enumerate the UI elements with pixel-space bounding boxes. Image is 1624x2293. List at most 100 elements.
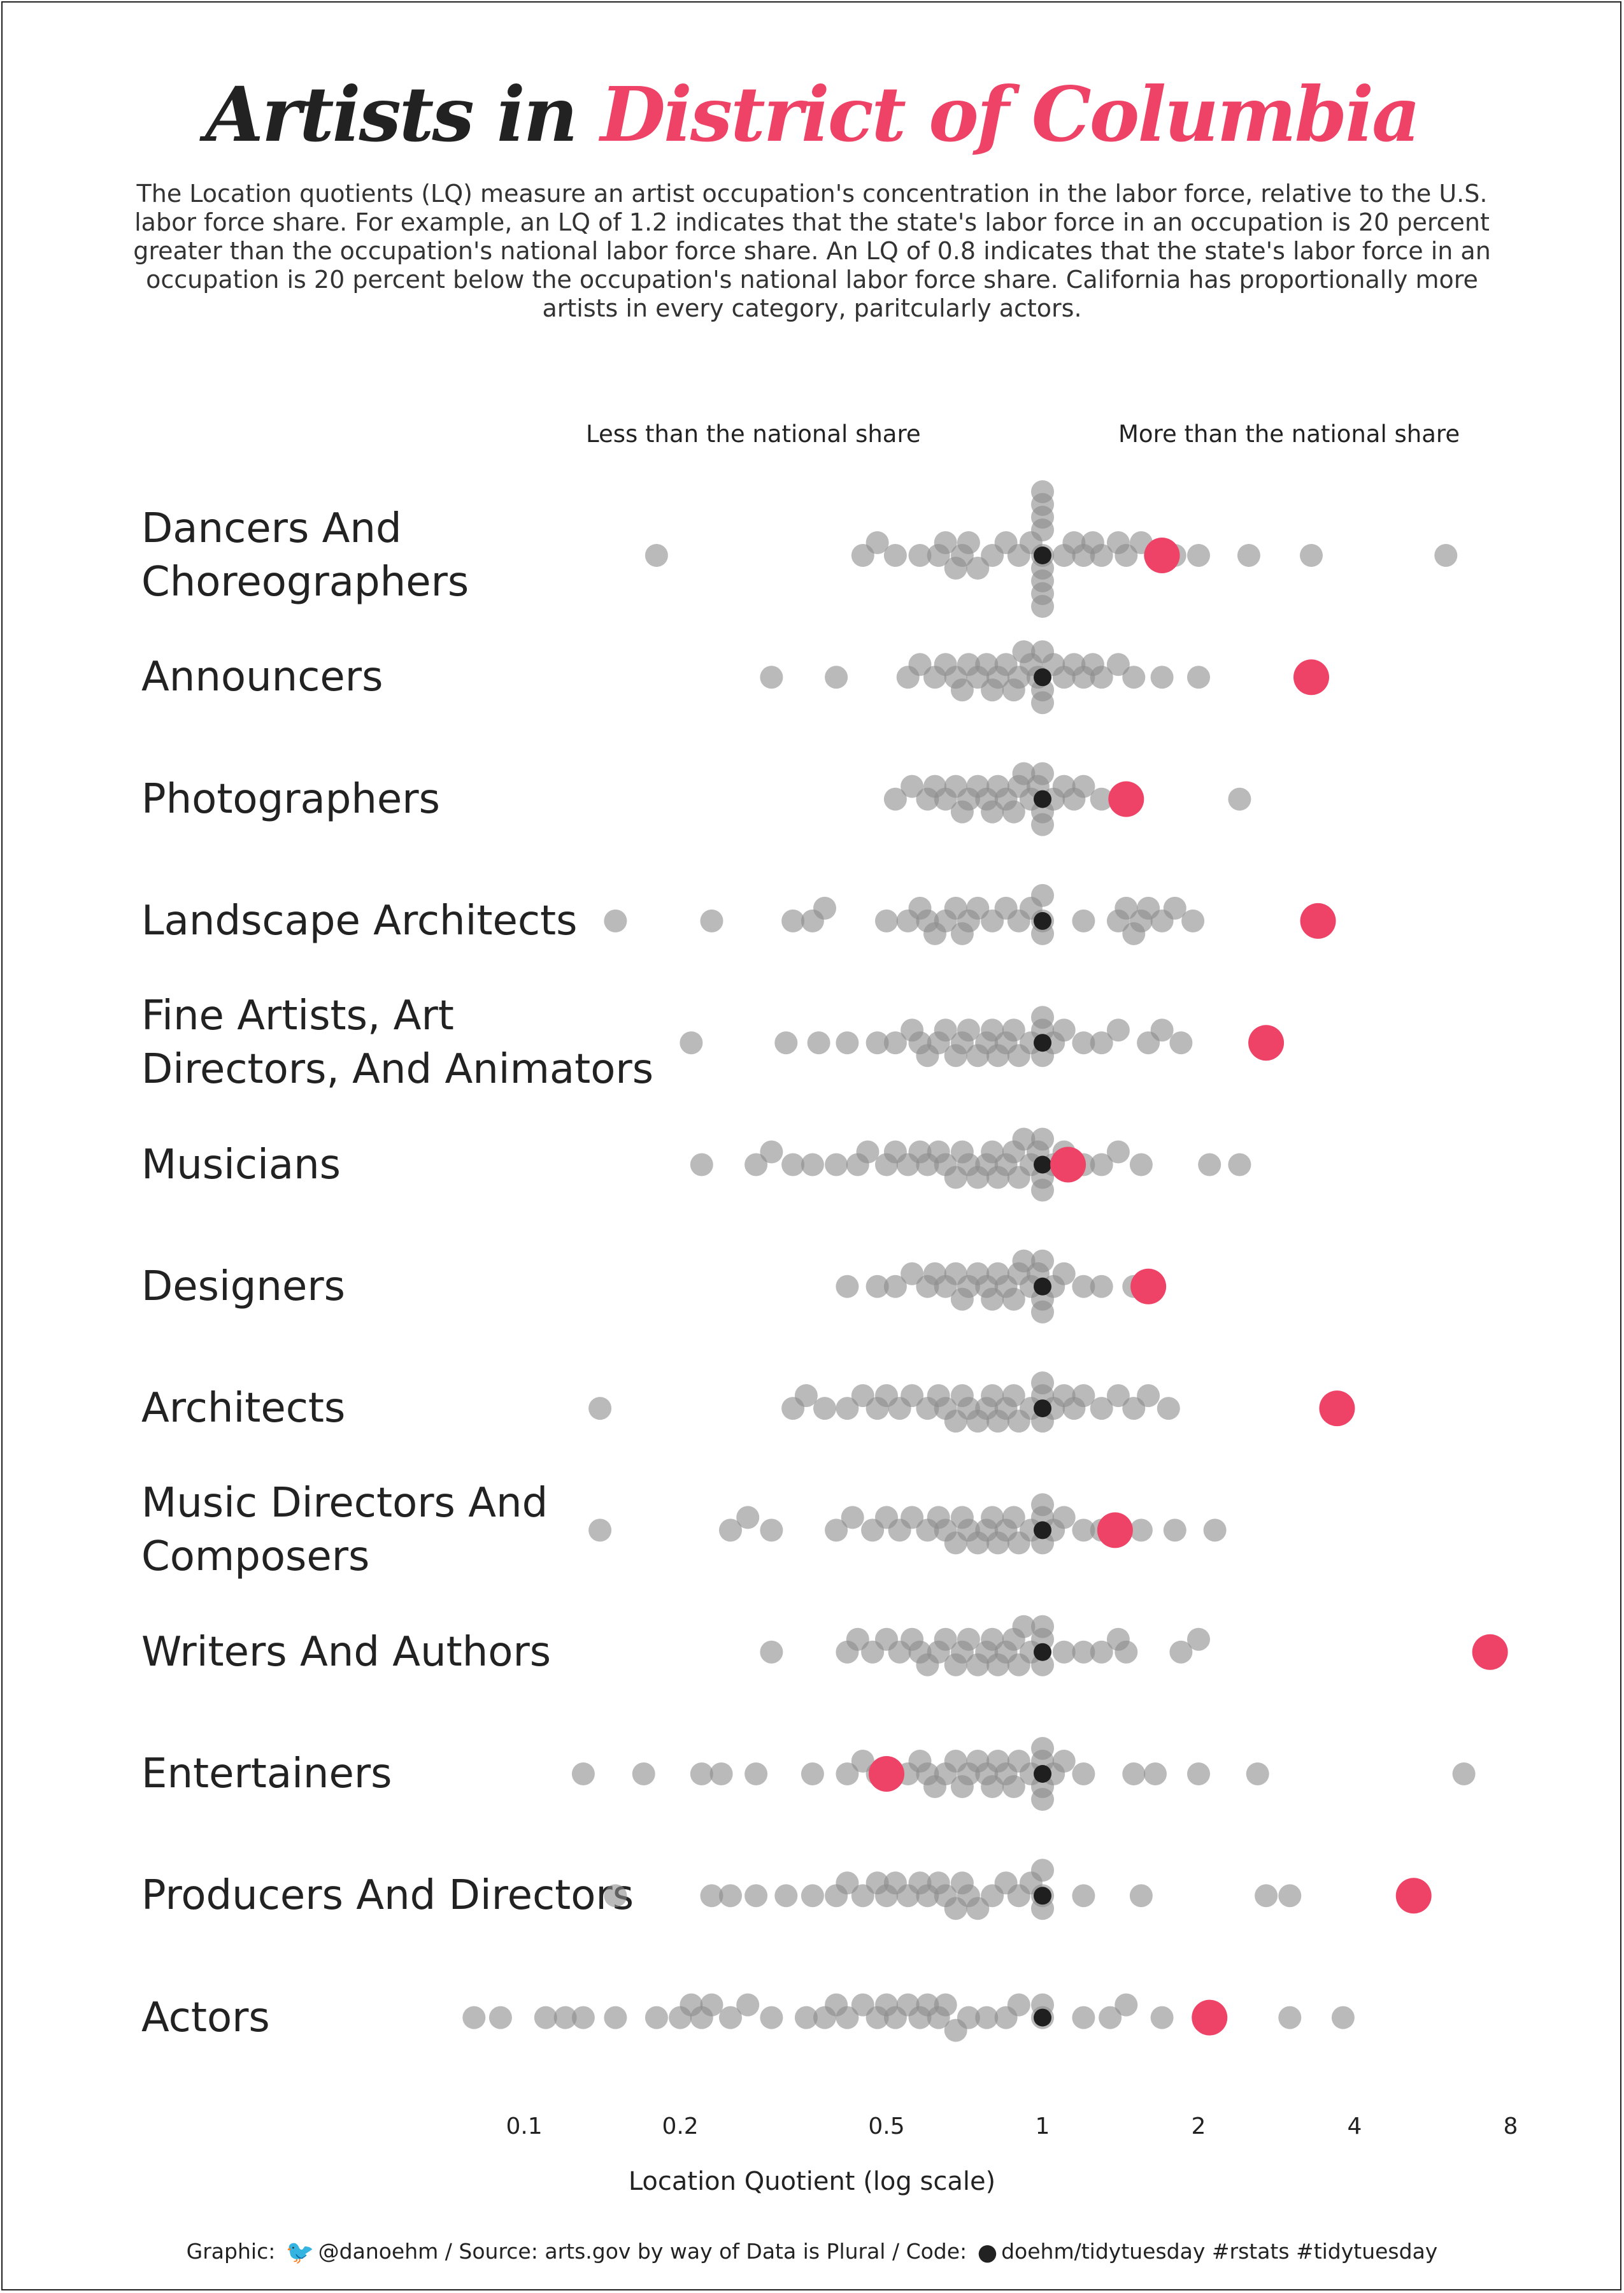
highlight-state-point xyxy=(869,1756,904,1792)
state-point xyxy=(719,1518,742,1542)
state-point xyxy=(1150,1018,1174,1042)
state-point xyxy=(690,1153,713,1176)
state-point xyxy=(1002,1018,1025,1042)
state-point xyxy=(908,653,932,676)
state-point xyxy=(1228,1153,1251,1176)
state-point xyxy=(1106,653,1130,676)
state-point xyxy=(744,1762,768,1785)
state-point xyxy=(774,1031,798,1055)
state-point xyxy=(1278,1884,1302,1908)
state-point xyxy=(1031,1993,1054,2017)
state-point xyxy=(908,544,932,567)
state-point xyxy=(1181,909,1205,932)
state-point xyxy=(801,1153,824,1176)
state-point xyxy=(1031,813,1054,836)
state-point xyxy=(462,2006,486,2029)
national-reference-point xyxy=(1034,546,1051,564)
state-point xyxy=(883,544,907,567)
twitter-bird-icon: 🐦 xyxy=(285,2239,315,2266)
state-point xyxy=(1090,1153,1113,1176)
state-point xyxy=(1122,666,1146,689)
x-tick-label: 2 xyxy=(1191,2113,1206,2139)
highlight-state-point xyxy=(1130,1268,1167,1304)
state-point xyxy=(736,1506,760,1529)
state-point xyxy=(1031,691,1054,715)
state-point xyxy=(1129,1153,1153,1176)
state-point xyxy=(1255,1884,1278,1908)
state-point xyxy=(807,1031,830,1055)
state-point xyxy=(901,775,924,798)
caption-code: doehm/tidytuesday #rstats #tidytuesday xyxy=(1001,2239,1438,2264)
highlight-state-point xyxy=(1248,1025,1285,1061)
national-reference-point xyxy=(1034,1399,1051,1418)
state-point xyxy=(1072,1884,1095,1908)
row-label: Designers xyxy=(141,1262,345,1310)
state-point xyxy=(774,1884,798,1908)
state-point xyxy=(1072,1640,1095,1664)
state-point xyxy=(825,1153,848,1176)
state-point xyxy=(836,1397,859,1420)
state-point xyxy=(571,2006,595,2029)
state-point xyxy=(1031,595,1054,618)
state-point xyxy=(1031,762,1054,785)
state-point xyxy=(1129,1884,1153,1908)
state-point xyxy=(1228,787,1251,811)
state-point xyxy=(836,1031,859,1055)
state-point xyxy=(719,2006,742,2029)
state-point xyxy=(1031,1897,1054,1920)
state-point xyxy=(1090,787,1113,811)
row-label: Entertainers xyxy=(141,1750,392,1797)
less-than-national-label: Less than the national share xyxy=(586,420,921,448)
state-point xyxy=(1072,1518,1095,1542)
state-point xyxy=(1007,1993,1030,2017)
state-point xyxy=(1115,896,1138,920)
more-than-national-label: More than the national share xyxy=(1118,420,1460,448)
state-point xyxy=(760,2006,783,2029)
state-point xyxy=(709,1762,733,1785)
x-tick-label: 4 xyxy=(1347,2113,1362,2139)
state-point xyxy=(1002,800,1025,824)
state-point xyxy=(588,1518,612,1542)
national-reference-point xyxy=(1034,1887,1051,1905)
state-point xyxy=(1090,544,1113,567)
state-point xyxy=(1246,1762,1269,1785)
national-reference-point xyxy=(1034,668,1051,687)
state-point xyxy=(781,909,805,932)
title-state: District of Columbia xyxy=(600,70,1421,159)
state-point xyxy=(1169,1031,1193,1055)
state-point xyxy=(571,1762,595,1785)
state-point xyxy=(836,2006,859,2029)
state-point xyxy=(604,909,627,932)
state-point xyxy=(1031,1493,1054,1517)
state-point xyxy=(1150,666,1174,689)
highlight-state-point xyxy=(1395,1878,1432,1914)
state-point xyxy=(901,1384,924,1408)
state-point xyxy=(1052,1506,1076,1529)
state-point xyxy=(957,531,980,554)
state-point xyxy=(1002,1287,1025,1311)
row-label: Writers And Authors xyxy=(141,1628,552,1676)
state-point xyxy=(836,1762,859,1785)
caption-handle: @danoehm / Source: arts.gov by way of Da… xyxy=(318,2239,967,2264)
state-point xyxy=(883,1031,907,1055)
state-point xyxy=(1052,1640,1076,1664)
state-point xyxy=(975,2006,999,2029)
state-point xyxy=(1129,1518,1153,1542)
state-point xyxy=(1203,1518,1227,1542)
state-point xyxy=(1144,1762,1167,1785)
state-point xyxy=(901,1262,924,1285)
state-point xyxy=(736,1993,760,2017)
national-reference-point xyxy=(1034,1034,1051,1052)
highlight-state-point xyxy=(1300,903,1336,939)
highlight-state-point xyxy=(1050,1146,1086,1183)
x-tick-label: 0.2 xyxy=(662,2113,699,2139)
state-point xyxy=(1012,1615,1036,1638)
state-point xyxy=(1072,1762,1095,1785)
state-point xyxy=(760,1640,783,1664)
state-point xyxy=(1150,2006,1174,2029)
state-point xyxy=(1187,1627,1210,1651)
state-point xyxy=(883,1275,907,1298)
state-point xyxy=(934,1018,957,1042)
